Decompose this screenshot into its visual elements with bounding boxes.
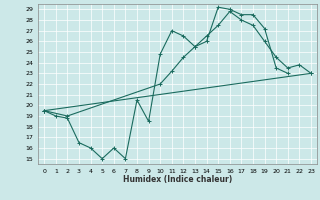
X-axis label: Humidex (Indice chaleur): Humidex (Indice chaleur)	[123, 175, 232, 184]
